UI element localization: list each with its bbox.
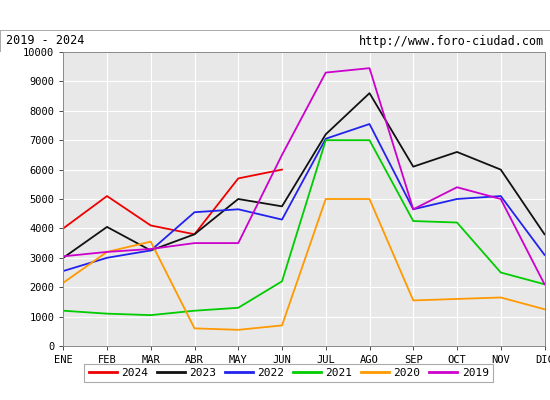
Text: http://www.foro-ciudad.com: http://www.foro-ciudad.com <box>359 34 544 48</box>
Text: Evolucion Nº Turistas Extranjeros en el municipio de Oliva: Evolucion Nº Turistas Extranjeros en el … <box>63 8 487 22</box>
Legend: 2024, 2023, 2022, 2021, 2020, 2019: 2024, 2023, 2022, 2021, 2020, 2019 <box>84 364 493 382</box>
Text: 2019 - 2024: 2019 - 2024 <box>6 34 84 48</box>
